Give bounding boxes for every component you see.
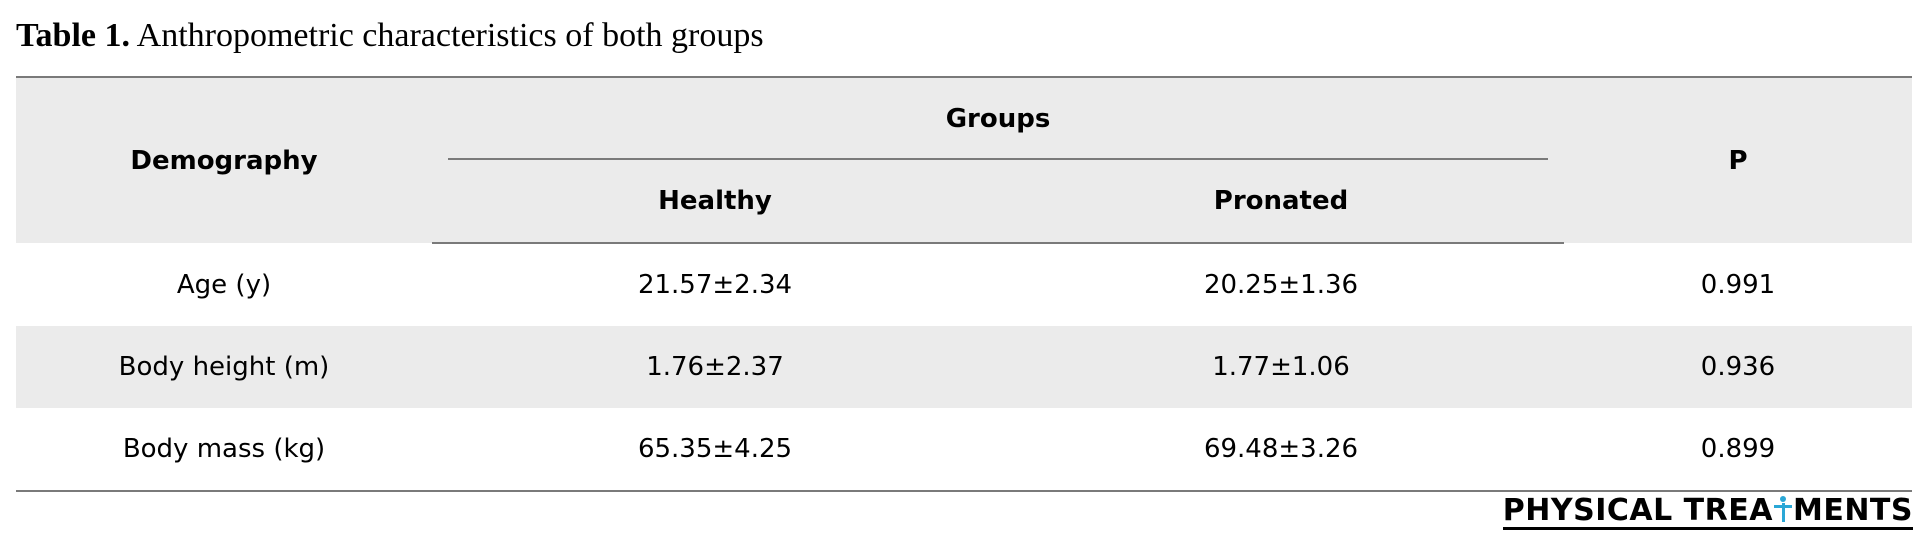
table-container: Demography Groups P Healthy Pronated Age… <box>16 76 1912 492</box>
header-groups-label: Groups <box>945 104 1051 134</box>
brand-text-part2: MENTS <box>1792 493 1913 528</box>
table-row: Age (y) 21.57±2.34 20.25±1.36 0.991 <box>16 243 1912 326</box>
table-header: Demography Groups P Healthy Pronated <box>16 76 1912 244</box>
cell-healthy: 1.76±2.37 <box>432 326 998 408</box>
person-icon <box>1773 496 1792 522</box>
header-row-top: Demography Groups P <box>16 76 1912 243</box>
cell-p: 0.936 <box>1564 326 1912 408</box>
header-p: P <box>1564 76 1912 243</box>
header-row-sub: Healthy Pronated <box>16 160 1912 244</box>
header-healthy: Healthy <box>432 160 998 244</box>
header-demography: Demography <box>16 76 432 243</box>
header-groups: Groups <box>432 76 1564 160</box>
table-caption-label: Table 1. <box>16 17 131 54</box>
cell-pronated: 20.25±1.36 <box>1203 270 1359 300</box>
brand-text-part1: PHYSICAL TREA <box>1502 493 1773 528</box>
cell-healthy: 21.57±2.34 <box>637 270 793 300</box>
table-caption-text: Anthropometric characteristics of both g… <box>136 17 764 54</box>
header-pronated: Pronated <box>998 160 1564 244</box>
cell-pronated: 1.77±1.06 <box>998 326 1564 408</box>
cell-pronated: 69.48±3.26 <box>998 408 1564 492</box>
cell-p: 0.991 <box>1700 269 1776 300</box>
journal-brand-logo: PHYSICAL TREA MENTS <box>1502 493 1913 530</box>
row-label: Body height (m) <box>16 326 432 408</box>
table-row: Body height (m) 1.76±2.37 1.77±1.06 0.93… <box>16 326 1912 408</box>
anthropometric-table: Demography Groups P Healthy Pronated Age… <box>16 76 1912 492</box>
table-row: Body mass (kg) 65.35±4.25 69.48±3.26 0.8… <box>16 408 1912 492</box>
row-label: Body mass (kg) <box>16 408 432 492</box>
cell-healthy: 65.35±4.25 <box>432 408 998 492</box>
row-label: Age (y) <box>176 269 272 300</box>
table-body: Age (y) 21.57±2.34 20.25±1.36 0.991 Body… <box>16 243 1912 492</box>
groups-divider <box>448 158 1548 160</box>
table-caption: Table 1. Anthropometric characteristics … <box>16 14 764 58</box>
cell-p: 0.899 <box>1564 408 1912 492</box>
